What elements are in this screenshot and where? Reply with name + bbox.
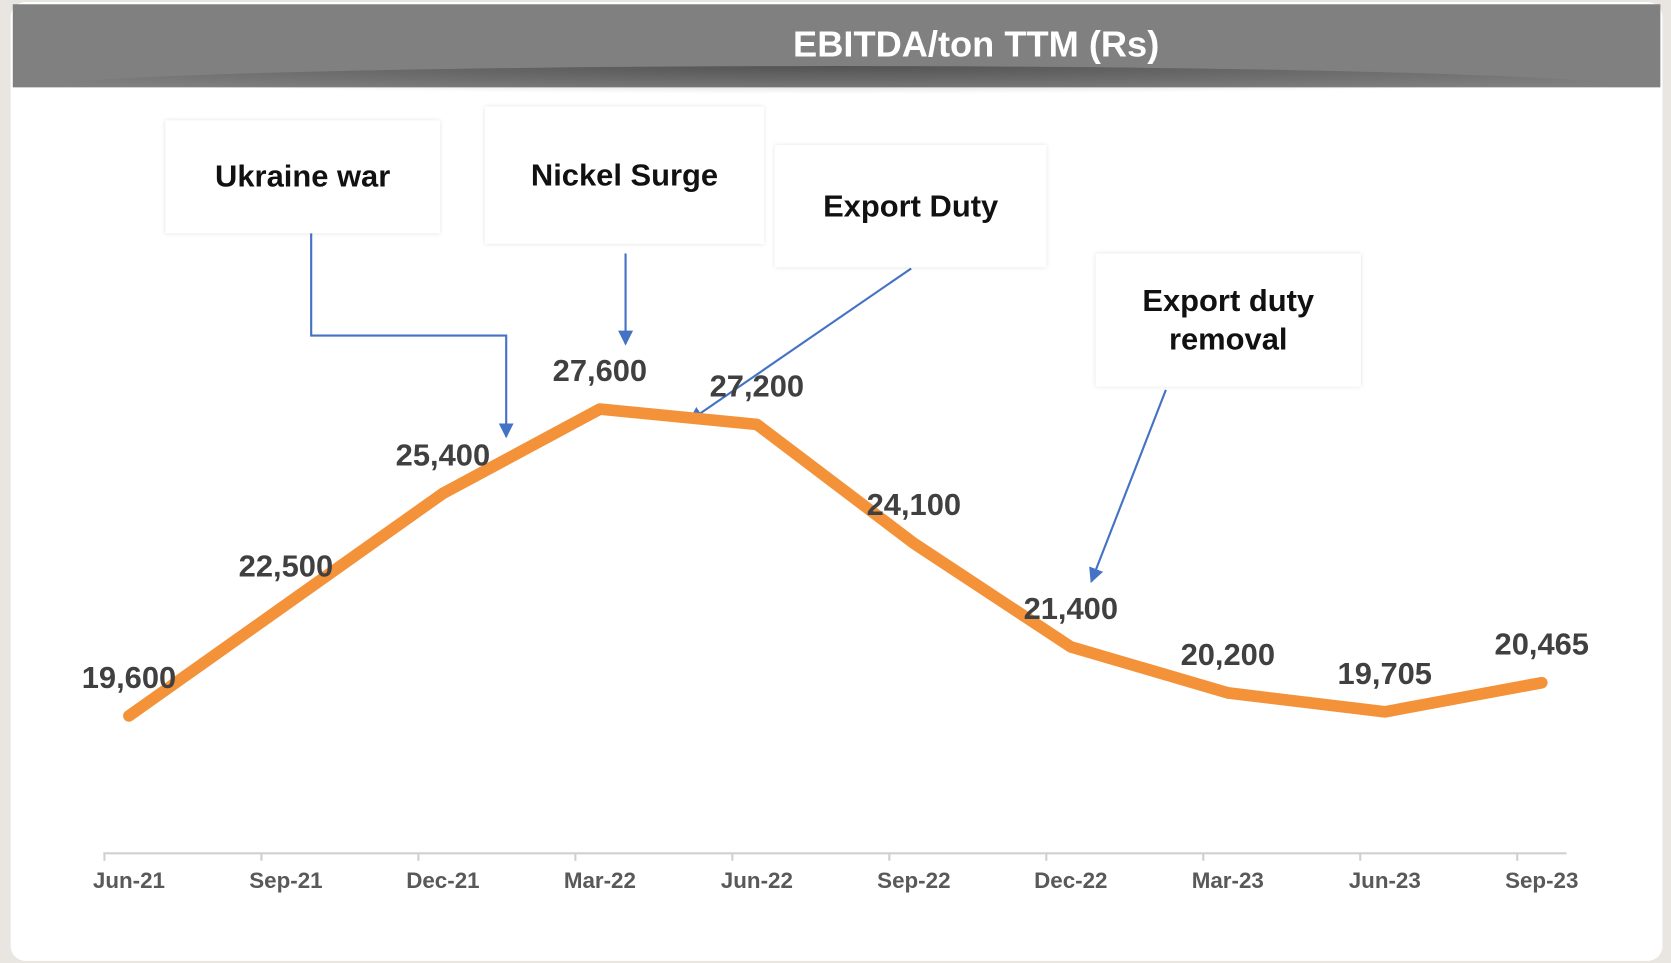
annotation: Export Duty [775,145,1047,268]
x-tick-label: Jun-21 [93,868,165,893]
x-tick-label: Sep-21 [249,868,322,893]
data-label: 27,600 [553,353,647,388]
page: EBITDA/ton TTM (Rs) Jun-21 Sep-21 Dec-21 Ma… [0,0,1671,963]
annotation: Nickel Surge [485,107,764,244]
x-tick-label: Mar-22 [564,868,636,893]
annotation: Export duty removal [1096,254,1361,387]
x-tick-label: Jun-23 [1349,868,1421,893]
header-shadow [27,66,1647,113]
stage: EBITDA/ton TTM (Rs) Jun-21 Sep-21 Dec-21 Ma… [0,0,1671,963]
x-tick-label: Dec-22 [1034,868,1107,893]
data-label: 19,600 [82,660,176,695]
x-tick-label: Dec-21 [406,868,479,893]
x-tick-label: Jun-22 [721,868,793,893]
data-label: 25,400 [396,437,490,472]
x-tick-label: Mar-23 [1192,868,1264,893]
chart-title: EBITDA/ton TTM (Rs) [793,23,1159,64]
data-label: 20,465 [1495,627,1589,662]
annotation: Ukraine war [165,120,440,233]
data-label: 24,100 [867,487,961,522]
data-label: 21,400 [1024,591,1118,626]
x-tick-label: Sep-23 [1505,868,1578,893]
data-label: 27,200 [710,368,804,403]
data-label: 20,200 [1181,637,1275,672]
x-tick-label: Sep-22 [877,868,950,893]
data-label: 19,705 [1338,656,1432,691]
data-label: 22,500 [239,549,333,584]
